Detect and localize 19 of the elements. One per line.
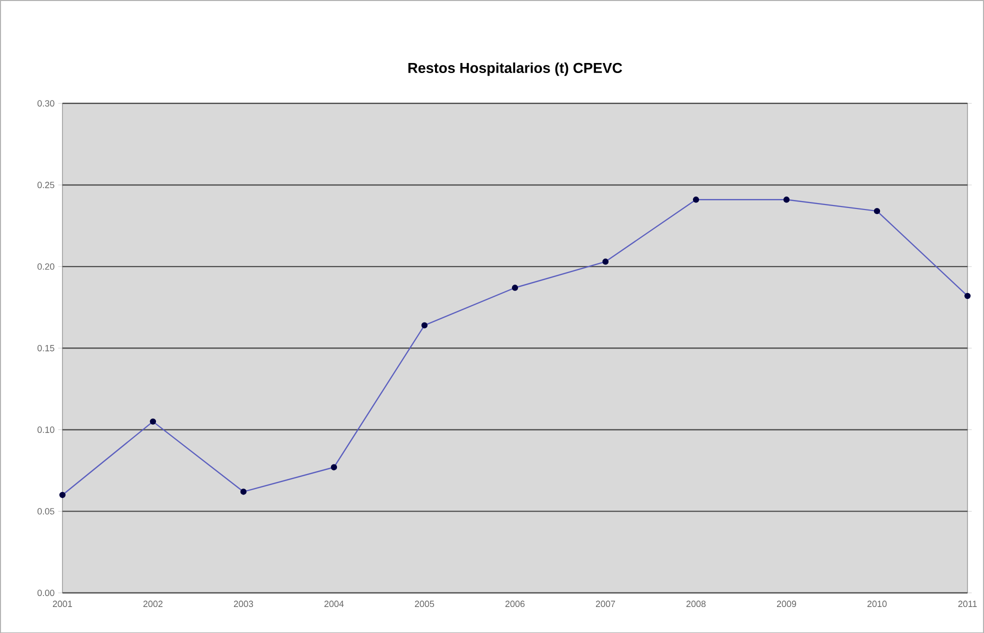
y-tick-label: 0.15	[38, 344, 54, 352]
x-tick-label: 2009	[776, 600, 796, 607]
x-tick-label: 2007	[596, 600, 616, 607]
y-tick-label: 0.00	[38, 590, 54, 596]
y-tick-label: 0.30	[38, 100, 54, 106]
x-tick-label: 2011	[958, 600, 977, 607]
x-tick-label: 2004	[324, 600, 344, 607]
chart-title: Restos Hospitalarios (t) CPEVC	[408, 62, 622, 76]
x-tick-label: 2003	[234, 600, 254, 607]
y-tick-label: 0.10	[38, 426, 54, 433]
x-tick-label: 2002	[143, 600, 162, 607]
x-tick-label: 2005	[414, 600, 434, 607]
y-tick-label: 0.05	[38, 508, 54, 514]
y-tick-label: 0.20	[38, 263, 54, 270]
y-tick-label: 0.25	[38, 182, 54, 188]
x-tick-label: 2010	[867, 600, 887, 607]
x-tick-label: 2008	[686, 600, 706, 607]
x-tick-label: 2006	[505, 600, 525, 607]
x-tick-label: 2001	[52, 600, 72, 607]
